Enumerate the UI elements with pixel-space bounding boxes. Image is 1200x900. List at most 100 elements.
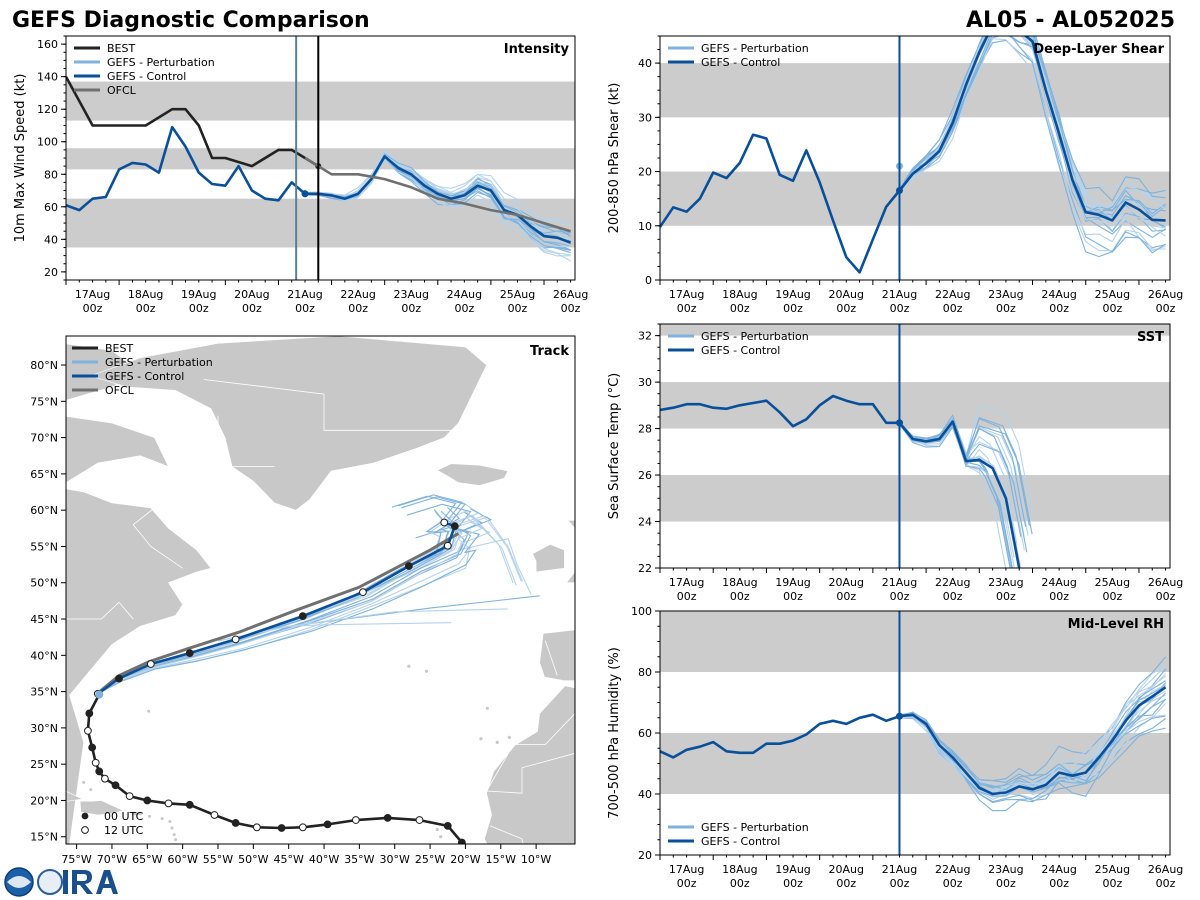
x-tick-label-hour: 00z: [730, 590, 750, 603]
x-tick-label-hour: 00z: [189, 302, 209, 315]
x-tick-label-hour: 00z: [996, 877, 1016, 890]
lon-tick-label: 60°W: [167, 853, 197, 866]
control-track-point: [440, 518, 449, 527]
x-tick-label-date: 20Aug: [234, 288, 269, 301]
plot-area: [660, 36, 1170, 274]
control-track-point: [443, 541, 452, 550]
legend-label-best: BEST: [105, 342, 133, 355]
x-tick-label-date: 25Aug: [500, 288, 535, 301]
lat-tick-label: 30°N: [30, 722, 58, 735]
land-island: [172, 833, 176, 837]
x-tick-label-date: 19Aug: [181, 288, 216, 301]
y-tick-label: 22: [638, 562, 652, 575]
perturbation-track: [97, 516, 485, 695]
y-tick-label: 40: [44, 233, 58, 246]
x-tick-label-hour: 00z: [677, 302, 697, 315]
x-tick-label-hour: 00z: [783, 590, 803, 603]
land-island: [424, 669, 429, 673]
land-island: [82, 780, 86, 784]
noaa-logo: [4, 867, 34, 897]
best-track-point: [415, 816, 424, 824]
current-position-marker: [95, 690, 104, 699]
x-tick-label-date: 20Aug: [829, 576, 864, 589]
y-tick-label: 32: [638, 330, 652, 343]
control-track-point: [450, 522, 459, 531]
land-island: [168, 820, 172, 824]
best-track-point: [95, 767, 104, 776]
land-island: [71, 773, 75, 777]
best-track-point: [383, 813, 392, 822]
x-tick-label-date: 22Aug: [935, 863, 970, 876]
lat-tick-label: 40°N: [30, 649, 58, 662]
x-tick-label-date: 21Aug: [882, 863, 917, 876]
best-track-point: [88, 743, 97, 752]
sst-panel: 22242628303217Aug00z18Aug00z19Aug00z20Au…: [607, 323, 1183, 603]
storm-id: AL05 - AL052025: [966, 8, 1175, 33]
legend-label-control: GEFS - Control: [701, 56, 780, 69]
x-tick-label-hour: 00z: [1156, 302, 1176, 315]
best-track-point: [298, 823, 307, 832]
y-tick-label: 100: [37, 136, 58, 149]
land-africa: [484, 685, 575, 844]
axes-frame: [659, 323, 1171, 569]
y-tick-label: 100: [631, 605, 652, 618]
x-tick-label-date: 19Aug: [775, 576, 810, 589]
figure-title: GEFS Diagnostic Comparison: [12, 8, 370, 33]
perturbation-track: [97, 508, 493, 695]
rh-panel: 2040608010017Aug00z18Aug00z19Aug00z20Aug…: [607, 605, 1183, 890]
land-island: [160, 817, 164, 821]
x-tick-label-hour: 00z: [996, 590, 1016, 603]
x-tick-label-hour: 00z: [890, 877, 910, 890]
x-tick-label-date: 17Aug: [669, 576, 704, 589]
perturbation-line: [899, 36, 1166, 202]
land-island: [507, 735, 511, 739]
border-line: [485, 684, 575, 794]
x-tick-label-date: 26Aug: [553, 288, 588, 301]
lat-tick-label: 80°N: [30, 359, 58, 372]
land-island: [439, 835, 443, 839]
land-iberia: [539, 629, 575, 682]
y-tick-label: 140: [37, 71, 58, 84]
x-tick-label-date: 24Aug: [1041, 288, 1076, 301]
x-tick-label-hour: 00z: [1049, 302, 1069, 315]
shading-band: [660, 63, 1170, 118]
x-tick-label-hour: 00z: [836, 877, 856, 890]
x-tick-label-hour: 00z: [943, 590, 963, 603]
y-tick-label: 80: [638, 666, 652, 679]
plot-area: [660, 611, 1170, 812]
x-tick-label-hour: 00z: [996, 302, 1016, 315]
shading-band: [660, 611, 1170, 672]
lon-tick-label: 35°W: [344, 853, 374, 866]
land-iceland: [436, 463, 509, 486]
y-axis-label: 10m Max Wind Speed (kt): [13, 74, 28, 243]
x-tick-label-date: 20Aug: [829, 863, 864, 876]
x-tick-label-hour: 00z: [1049, 877, 1069, 890]
best-track-point: [125, 792, 134, 801]
land-north-america: [66, 488, 212, 844]
x-tick-label-date: 26Aug: [1148, 576, 1183, 589]
legend-label-perturbation: GEFS - Perturbation: [701, 42, 809, 55]
y-tick-label: 0: [645, 274, 652, 287]
series-control: [660, 394, 1021, 568]
x-tick-label-hour: 00z: [1049, 590, 1069, 603]
best-track-point: [143, 796, 152, 805]
perturbation-track: [97, 538, 532, 695]
map-area: [66, 336, 575, 844]
x-tick-label-date: 26Aug: [1148, 288, 1183, 301]
series-ofcl: [304, 156, 571, 233]
y-tick-label: 26: [638, 469, 652, 482]
control-track-point: [298, 612, 307, 621]
border-line: [544, 640, 558, 676]
perturbation-line: [899, 712, 1166, 804]
x-tick-label-date: 18Aug: [722, 863, 757, 876]
lat-tick-label: 75°N: [30, 395, 58, 408]
land-island: [174, 838, 178, 842]
x-tick-label-hour: 00z: [136, 302, 156, 315]
x-tick-label-date: 24Aug: [1041, 863, 1076, 876]
best-track-point: [323, 820, 332, 829]
x-tick-label-date: 22Aug: [935, 576, 970, 589]
best-track-point: [185, 800, 194, 809]
legend-label-perturbation: GEFS - Perturbation: [105, 356, 213, 369]
panel-title: Mid-Level RH: [1068, 617, 1164, 632]
control-track-point: [115, 674, 123, 683]
